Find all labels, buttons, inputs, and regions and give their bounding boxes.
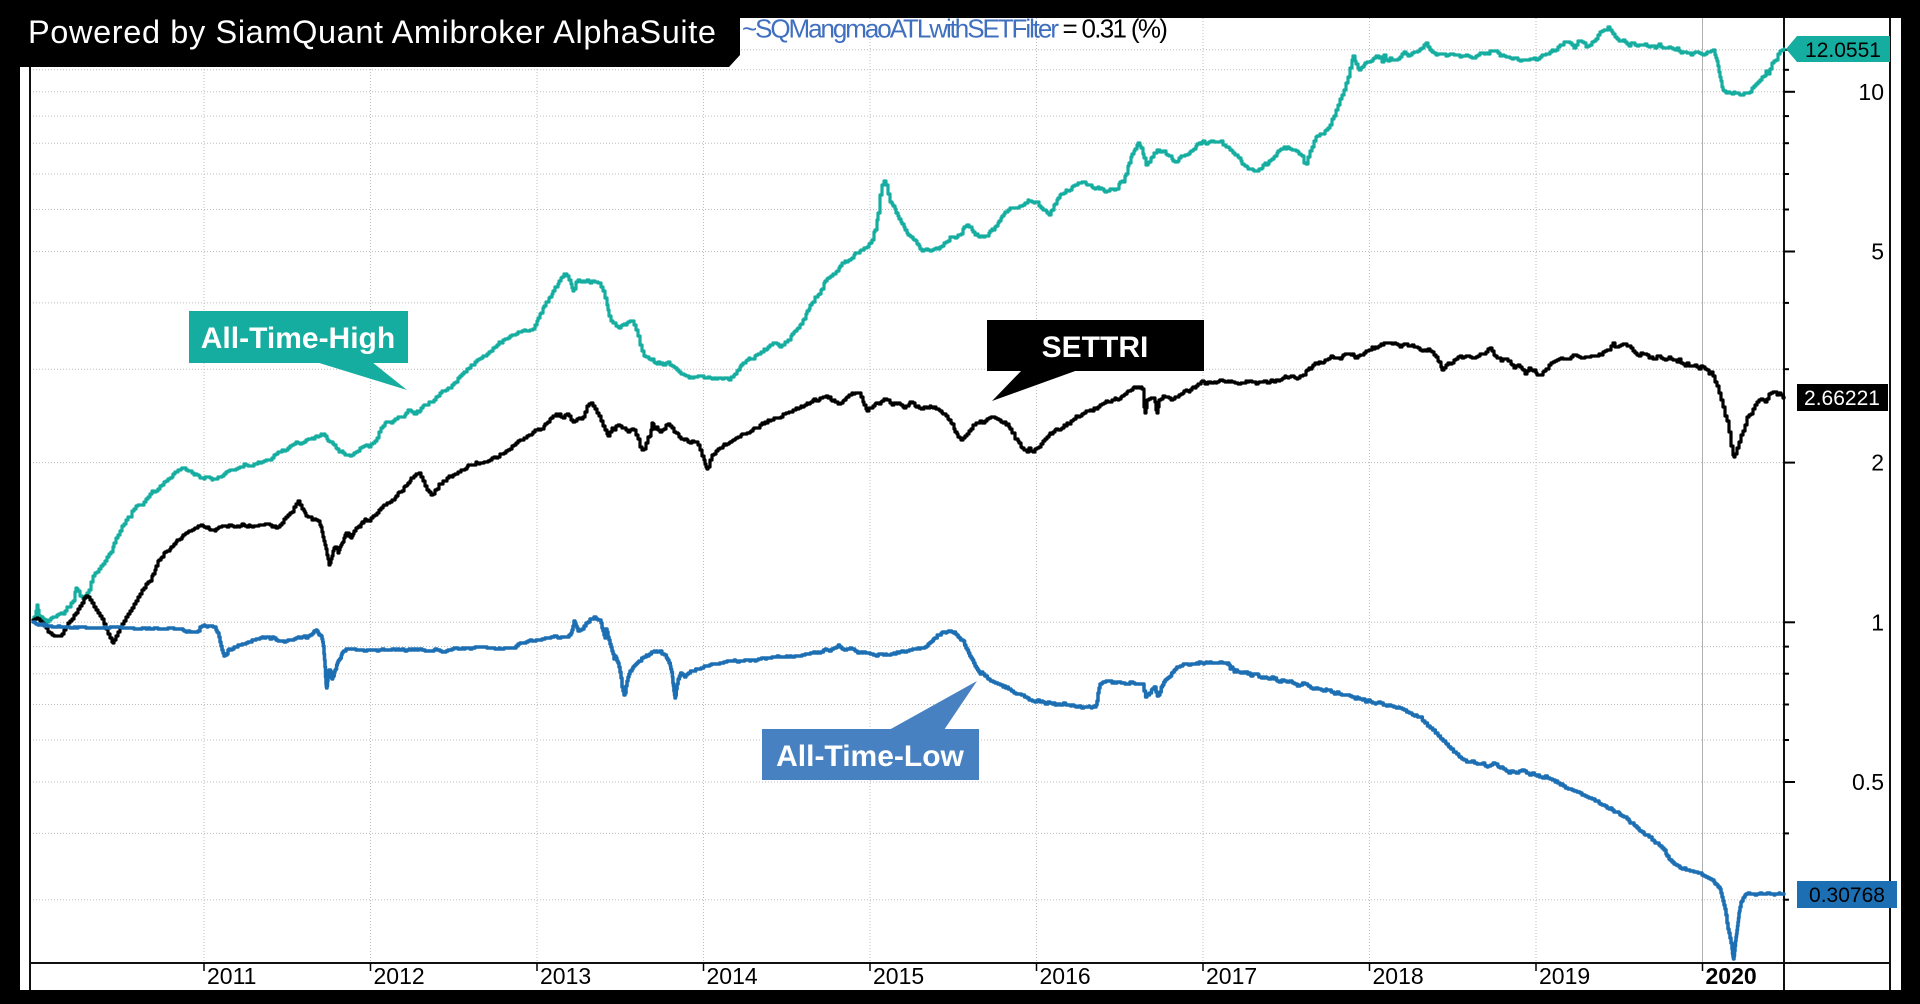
svg-text:0.30768: 0.30768 (1809, 884, 1885, 907)
svg-text:2016: 2016 (1040, 963, 1091, 989)
svg-text:2012: 2012 (374, 963, 425, 989)
svg-text:2015: 2015 (873, 963, 924, 989)
svg-text:10: 10 (1858, 79, 1884, 105)
svg-text:2: 2 (1871, 450, 1884, 476)
svg-text:SETTRI: SETTRI (1042, 331, 1149, 364)
svg-text:2020: 2020 (1706, 963, 1757, 989)
svg-text:All-Time-Low: All-Time-Low (776, 740, 964, 773)
svg-text:2017: 2017 (1206, 963, 1257, 989)
svg-text:2018: 2018 (1373, 963, 1424, 989)
svg-text:2014: 2014 (707, 963, 758, 989)
svg-text:1: 1 (1871, 609, 1884, 635)
svg-text:5: 5 (1871, 239, 1884, 265)
svg-text:2.66221: 2.66221 (1804, 387, 1880, 410)
svg-text:All-Time-High: All-Time-High (201, 322, 395, 355)
svg-text:2011: 2011 (207, 963, 256, 989)
svg-text:12.0551: 12.0551 (1805, 39, 1881, 62)
svg-text:~SQMangmaoATLwithSETFilter = 0: ~SQMangmaoATLwithSETFilter = 0.31 (%) (742, 14, 1168, 44)
svg-text:2019: 2019 (1539, 963, 1590, 989)
svg-text:Powered by SiamQuant Amibroker: Powered by SiamQuant Amibroker AlphaSuit… (28, 14, 716, 50)
svg-text:0.5: 0.5 (1852, 769, 1884, 795)
svg-text:2013: 2013 (540, 963, 591, 989)
